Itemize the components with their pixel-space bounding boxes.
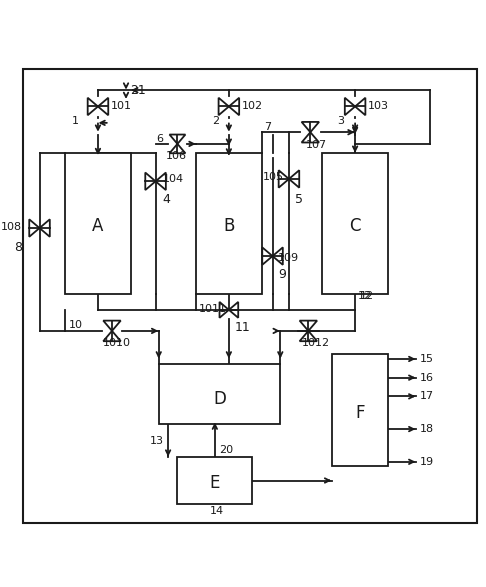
Text: 105: 105 [263,171,284,181]
Text: 1: 1 [72,116,79,126]
Text: D: D [213,390,226,408]
Text: 4: 4 [163,194,171,207]
Text: F: F [355,404,364,421]
Text: 19: 19 [419,457,434,467]
Bar [196,153,261,294]
Bar [65,153,131,294]
Text: 14: 14 [210,506,225,516]
Text: 106: 106 [166,151,187,161]
Text: E: E [209,474,220,492]
Text: 18: 18 [419,424,434,434]
Text: 8: 8 [14,241,22,254]
Text: 109: 109 [278,254,299,264]
Text: 10: 10 [69,321,83,330]
Text: C: C [349,217,361,235]
Bar [322,153,388,294]
Text: 17: 17 [419,392,434,402]
Text: 12: 12 [360,291,374,301]
Text: 108: 108 [0,222,22,232]
Text: 12: 12 [357,291,372,301]
Text: 6: 6 [156,134,163,144]
Text: 13: 13 [149,436,163,446]
Text: 101: 101 [111,102,132,112]
Text: 107: 107 [306,140,327,150]
Text: 1012: 1012 [301,338,330,348]
Text: 7: 7 [264,122,271,131]
Text: 3: 3 [337,116,345,126]
Bar [159,363,280,424]
Text: 11: 11 [234,321,250,334]
Bar [177,457,252,504]
Text: 1011: 1011 [198,304,226,314]
Text: 20: 20 [220,445,234,455]
Text: 5: 5 [295,194,303,207]
Bar [332,355,388,467]
Text: A: A [92,217,104,235]
Text: 16: 16 [419,373,434,383]
Text: 2: 2 [212,116,220,126]
Text: 104: 104 [163,174,184,184]
Text: 103: 103 [368,102,389,112]
Text: 102: 102 [242,102,263,112]
Text: 21: 21 [130,83,145,97]
Text: B: B [223,217,235,235]
Text: 1010: 1010 [103,338,131,348]
Text: 9: 9 [278,268,286,281]
Text: 15: 15 [419,354,434,364]
